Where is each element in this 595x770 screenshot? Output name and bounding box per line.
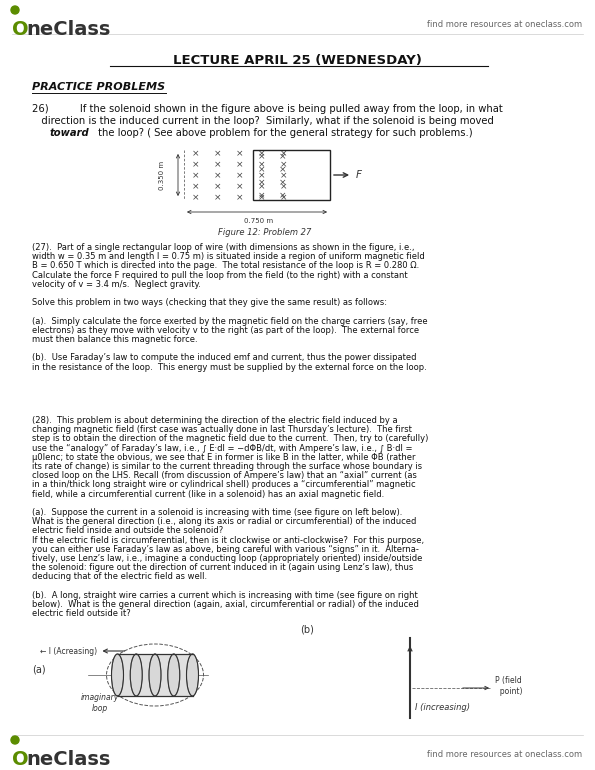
- Text: you can either use Faraday’s law as above, being careful with various “signs” in: you can either use Faraday’s law as abov…: [32, 545, 419, 554]
- Text: ×: ×: [280, 160, 288, 169]
- Text: PRACTICE PROBLEMS: PRACTICE PROBLEMS: [32, 82, 165, 92]
- Text: F: F: [356, 170, 362, 180]
- Text: velocity of v = 3.4 m/s.  Neglect gravity.: velocity of v = 3.4 m/s. Neglect gravity…: [32, 280, 201, 289]
- Text: must then balance this magnetic force.: must then balance this magnetic force.: [32, 335, 198, 344]
- Text: electrons) as they move with velocity v to the right (as part of the loop).  The: electrons) as they move with velocity v …: [32, 326, 419, 335]
- Text: ×: ×: [192, 160, 200, 169]
- Text: Calculate the force F required to pull the loop from the field (to the right) wi: Calculate the force F required to pull t…: [32, 270, 408, 280]
- Text: (a).  Suppose the current in a solenoid is increasing with time (see figure on l: (a). Suppose the current in a solenoid i…: [32, 508, 402, 517]
- Text: ×: ×: [236, 182, 244, 192]
- Text: ×: ×: [279, 192, 287, 200]
- Text: 0.350 m: 0.350 m: [159, 160, 165, 189]
- Text: ×: ×: [258, 179, 266, 188]
- Text: find more resources at oneclass.com: find more resources at oneclass.com: [427, 750, 582, 759]
- Text: neClass: neClass: [26, 750, 111, 769]
- Text: changing magnetic field (first case was actually done in last Thursday’s lecture: changing magnetic field (first case was …: [32, 425, 412, 434]
- Text: ← I (Acreasing): ← I (Acreasing): [40, 647, 98, 655]
- Text: O: O: [12, 750, 29, 769]
- Text: (b): (b): [300, 625, 314, 635]
- Text: LECTURE APRIL 25 (WEDNESDAY): LECTURE APRIL 25 (WEDNESDAY): [173, 54, 421, 67]
- Text: ×: ×: [236, 172, 244, 180]
- Text: ×: ×: [192, 149, 200, 159]
- Text: field, while a circumferential current (like in a solenoid) has an axial magneti: field, while a circumferential current (…: [32, 490, 384, 499]
- Text: ×: ×: [236, 193, 244, 203]
- Text: ×: ×: [214, 172, 222, 180]
- Text: electric field inside and outside the solenoid?: electric field inside and outside the so…: [32, 527, 223, 535]
- Text: ×: ×: [258, 182, 266, 192]
- Text: ×: ×: [279, 152, 287, 162]
- Text: μ0Ienc; to state the obvious, we see that E in former is like B in the latter, w: μ0Ienc; to state the obvious, we see tha…: [32, 453, 415, 462]
- Text: P (field
  point): P (field point): [495, 676, 522, 696]
- Text: closed loop on the LHS. Recall (from discussion of Ampere’s law) that an “axial”: closed loop on the LHS. Recall (from dis…: [32, 471, 417, 480]
- Text: (a): (a): [32, 665, 46, 675]
- Ellipse shape: [111, 654, 124, 696]
- Text: 0.750 m: 0.750 m: [245, 218, 274, 224]
- Text: width w = 0.35 m and length l = 0.75 m) is situated inside a region of uniform m: width w = 0.35 m and length l = 0.75 m) …: [32, 253, 425, 261]
- Bar: [117, 654, 193, 696]
- Text: ×: ×: [258, 152, 266, 162]
- Text: imaginary
loop: imaginary loop: [80, 693, 118, 713]
- Text: O: O: [12, 20, 29, 39]
- Text: ×: ×: [236, 160, 244, 169]
- Ellipse shape: [186, 654, 199, 696]
- Text: (a).  Simply calculate the force exerted by the magnetic field on the charge car: (a). Simply calculate the force exerted …: [32, 316, 428, 326]
- Ellipse shape: [149, 654, 161, 696]
- Ellipse shape: [168, 654, 180, 696]
- Text: If the electric field is circumferential, then is it clockwise or anti-clockwise: If the electric field is circumferential…: [32, 536, 424, 544]
- Text: (b).  A long, straight wire carries a current which is increasing with time (see: (b). A long, straight wire carries a cur…: [32, 591, 418, 600]
- Text: ×: ×: [280, 149, 288, 159]
- Text: find more resources at oneclass.com: find more resources at oneclass.com: [427, 20, 582, 29]
- Text: B = 0.650 T which is directed into the page.  The total resistance of the loop i: B = 0.650 T which is directed into the p…: [32, 261, 419, 270]
- Text: in a thin/thick long straight wire or cylindrical shell) produces a “circumferen: in a thin/thick long straight wire or cy…: [32, 480, 416, 490]
- Text: the loop? ( See above problem for the general strategy for such problems.): the loop? ( See above problem for the ge…: [95, 128, 472, 138]
- Text: ×: ×: [258, 192, 266, 200]
- Text: step is to obtain the direction of the magnetic field due to the current.  Then,: step is to obtain the direction of the m…: [32, 434, 428, 444]
- Text: (b).  Use Faraday’s law to compute the induced emf and current, thus the power d: (b). Use Faraday’s law to compute the in…: [32, 353, 416, 363]
- Text: direction is the induced current in the loop?  Similarly, what if the solenoid i: direction is the induced current in the …: [32, 116, 494, 126]
- Bar: [253, 150, 330, 200]
- Text: its rate of change) is similar to the current threading through the surface whos: its rate of change) is similar to the cu…: [32, 462, 422, 471]
- Text: ×: ×: [258, 149, 266, 159]
- Text: tively, use Lenz’s law, i.e., imagine a conducting loop (appropriately oriented): tively, use Lenz’s law, i.e., imagine a …: [32, 554, 422, 563]
- Text: ×: ×: [280, 182, 288, 192]
- Text: toward: toward: [50, 128, 90, 138]
- Text: ×: ×: [192, 182, 200, 192]
- Text: below).  What is the general direction (again, axial, circumferential or radial): below). What is the general direction (a…: [32, 600, 419, 609]
- Circle shape: [11, 736, 19, 744]
- Text: Figure 12: Problem 27: Figure 12: Problem 27: [218, 228, 312, 237]
- Text: deducing that of the electric field as well.: deducing that of the electric field as w…: [32, 572, 207, 581]
- Text: (28).  This problem is about determining the direction of the electric field ind: (28). This problem is about determining …: [32, 416, 397, 425]
- Text: ×: ×: [258, 166, 266, 175]
- Text: ×: ×: [192, 172, 200, 180]
- Text: (27).  Part of a single rectangular loop of wire (with dimensions as shown in th: (27). Part of a single rectangular loop …: [32, 243, 415, 252]
- Text: the solenoid: figure out the direction of current induced in it (again using Len: the solenoid: figure out the direction o…: [32, 563, 414, 572]
- Text: ×: ×: [236, 149, 244, 159]
- Text: electric field outside it?: electric field outside it?: [32, 609, 131, 618]
- Text: What is the general direction (i.e., along its axis or radial or circumferential: What is the general direction (i.e., alo…: [32, 517, 416, 526]
- Text: use the “analogy” of Faraday’s law, i.e., ∫ E·dl = −dΦB/dt, with Ampere’s law, i: use the “analogy” of Faraday’s law, i.e.…: [32, 444, 412, 453]
- Text: ×: ×: [214, 149, 222, 159]
- Text: I (increasing): I (increasing): [415, 704, 470, 712]
- Text: ×: ×: [214, 160, 222, 169]
- Text: ×: ×: [258, 160, 266, 169]
- Text: ×: ×: [279, 166, 287, 175]
- Text: ×: ×: [214, 193, 222, 203]
- Text: ×: ×: [280, 172, 288, 180]
- Circle shape: [11, 6, 19, 14]
- Text: ×: ×: [214, 182, 222, 192]
- Text: 26)          If the solenoid shown in the figure above is being pulled away from: 26) If the solenoid shown in the figure …: [32, 104, 503, 114]
- Text: ×: ×: [192, 193, 200, 203]
- Text: ×: ×: [258, 172, 266, 180]
- Text: Solve this problem in two ways (checking that they give the same result) as foll: Solve this problem in two ways (checking…: [32, 298, 387, 307]
- Text: in the resistance of the loop.  This energy must be supplied by the external for: in the resistance of the loop. This ener…: [32, 363, 427, 372]
- Ellipse shape: [130, 654, 142, 696]
- Text: ×: ×: [258, 193, 266, 203]
- Text: neClass: neClass: [26, 20, 111, 39]
- Text: ×: ×: [279, 179, 287, 188]
- Text: ×: ×: [280, 193, 288, 203]
